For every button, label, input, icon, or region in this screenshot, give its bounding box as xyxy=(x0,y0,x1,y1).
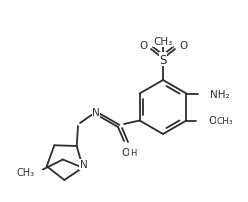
Text: NH₂: NH₂ xyxy=(210,89,230,99)
Text: O: O xyxy=(139,41,147,51)
Text: CH₃: CH₃ xyxy=(153,37,173,47)
Text: N: N xyxy=(80,160,88,170)
Text: CH₃: CH₃ xyxy=(17,168,35,178)
Text: N: N xyxy=(92,107,100,117)
Text: O: O xyxy=(208,116,217,126)
Text: O: O xyxy=(179,41,187,51)
Text: CH₃: CH₃ xyxy=(216,116,233,125)
Text: H: H xyxy=(130,149,136,158)
Text: S: S xyxy=(159,53,167,66)
Text: O: O xyxy=(122,147,130,157)
